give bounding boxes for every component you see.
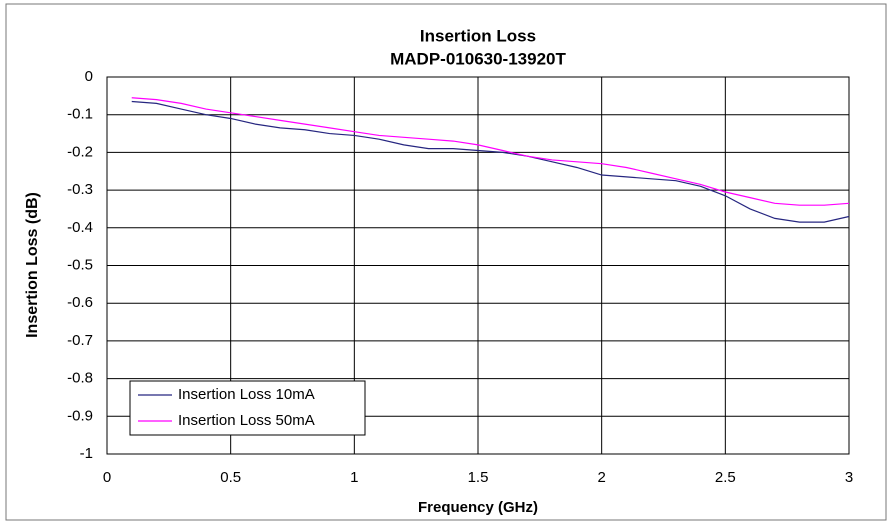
legend-label: Insertion Loss 50mA [178,412,315,429]
x-tick-label: 1.5 [468,469,489,486]
legend-label: Insertion Loss 10mA [178,386,315,403]
y-tick-label: -0.9 [67,407,93,424]
x-tick-label: 0.5 [220,469,241,486]
data-line [131,97,850,206]
y-tick-label: 0 [85,68,93,85]
y-tick-label: -1 [80,445,93,462]
y-tick-label: -0.1 [67,106,93,123]
y-tick-label: -0.7 [67,332,93,349]
legend-box [129,380,366,436]
y-tick-label: -0.8 [67,370,93,387]
y-tick-label: -0.4 [67,219,93,236]
y-tick-label: -0.5 [67,256,93,273]
x-axis-label: Frequency (GHz) [418,499,538,516]
x-tick-label: 0 [103,469,111,486]
y-tick-label: -0.3 [67,181,93,198]
y-tick-label: -0.6 [67,294,93,311]
y-tick-label: -0.2 [67,143,93,160]
chart-title: Insertion Loss [420,26,536,45]
data-line [131,100,850,223]
x-tick-label: 3 [845,469,853,486]
x-tick-label: 2 [597,469,605,486]
x-tick-label: 1 [350,469,358,486]
chart-subtitle: MADP-010630-13920T [390,49,566,68]
x-tick-label: 2.5 [715,469,736,486]
y-axis-label: Insertion Loss (dB) [24,192,41,338]
